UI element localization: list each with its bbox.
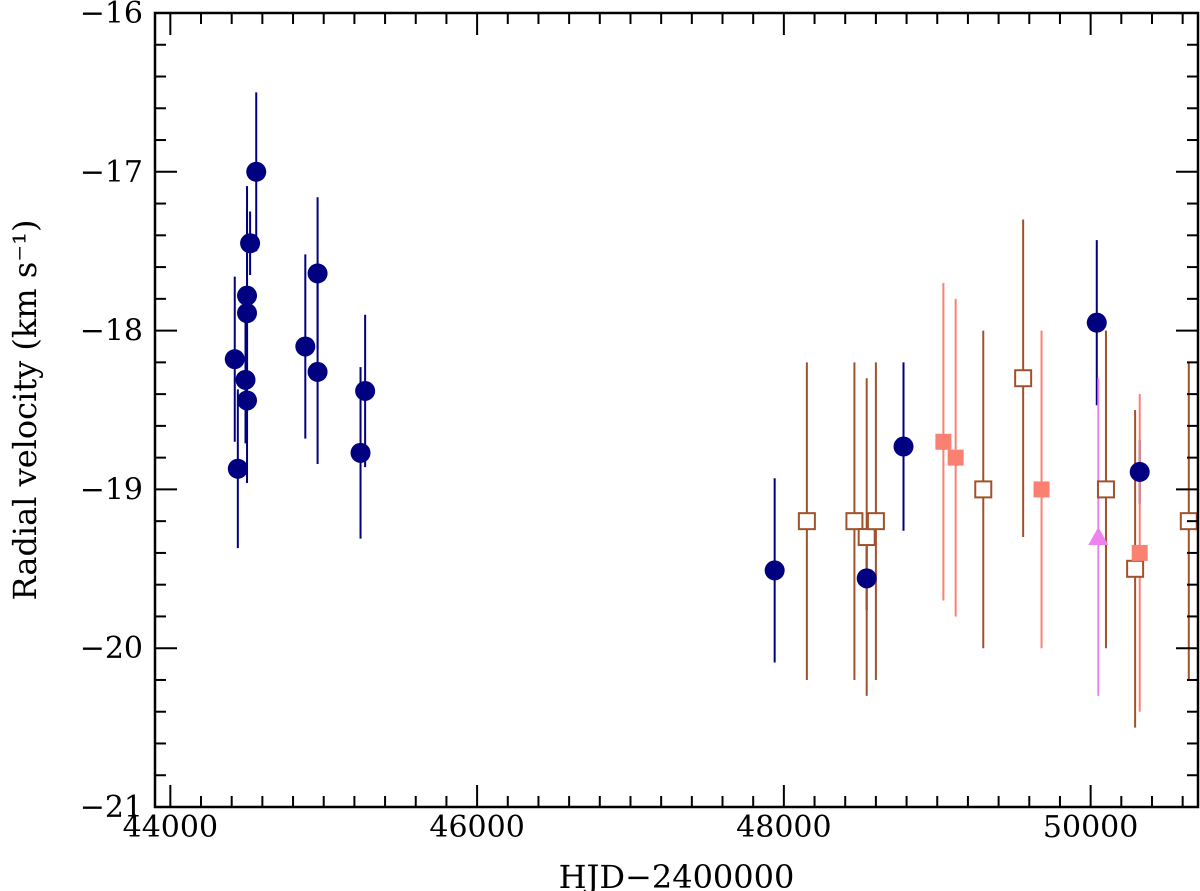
data-point-filled-square	[947, 449, 964, 466]
y-tick-label: −20	[80, 631, 143, 666]
data-point-circle	[240, 233, 261, 254]
data-point-triangle	[1088, 527, 1109, 546]
data-point-circle	[307, 263, 328, 284]
y-axis-label: Radial velocity (km s⁻¹)	[6, 220, 44, 601]
plot-frame	[153, 11, 1200, 809]
data-point-circle	[295, 336, 316, 357]
x-axis-label: HJD−2400000	[559, 858, 795, 891]
data-point-circle	[227, 458, 248, 479]
data-point-open-square	[797, 512, 816, 531]
data-point-open-square	[866, 512, 885, 531]
y-tick-label: −16	[80, 0, 143, 31]
axis-ticks	[155, 12, 1198, 808]
y-tick-label: −18	[80, 314, 143, 349]
y-tick-label: −17	[80, 155, 143, 190]
data-point-circle	[235, 369, 256, 390]
x-tick-label: 46000	[429, 810, 524, 845]
data-point-open-square	[1014, 369, 1033, 388]
data-point-open-square	[857, 528, 876, 547]
data-point-circle	[307, 361, 328, 382]
data-point-circle	[224, 349, 245, 370]
x-tick-label: 48000	[736, 810, 831, 845]
error-bars	[233, 92, 1190, 728]
data-point-circle	[237, 285, 258, 306]
data-point-circle	[246, 161, 267, 182]
data-point-circle	[1086, 312, 1107, 333]
data-point-filled-square	[1131, 544, 1148, 561]
data-points	[224, 161, 1198, 589]
data-point-open-square	[974, 480, 993, 499]
data-point-open-square	[1096, 480, 1115, 499]
y-tick-label: −21	[80, 790, 143, 825]
tick-labels: 44000 46000 48000 50000 −16 −17 −18 −19 −20 −21	[80, 0, 1139, 845]
data-point-circle	[350, 442, 371, 463]
x-tick-label: 50000	[1043, 810, 1138, 845]
data-point-filled-square	[935, 433, 952, 450]
data-point-open-square	[845, 512, 864, 531]
x-tick-label: 44000	[123, 810, 218, 845]
data-point-circle	[856, 568, 877, 589]
data-point-circle	[355, 380, 376, 401]
data-point-open-square	[1126, 559, 1145, 578]
data-point-circle	[237, 303, 258, 324]
data-point-circle	[1129, 461, 1150, 482]
data-point-circle	[893, 436, 914, 457]
y-tick-label: −19	[80, 472, 143, 507]
data-point-filled-square	[1033, 481, 1050, 498]
data-point-circle	[764, 560, 785, 581]
data-point-circle	[237, 390, 258, 411]
